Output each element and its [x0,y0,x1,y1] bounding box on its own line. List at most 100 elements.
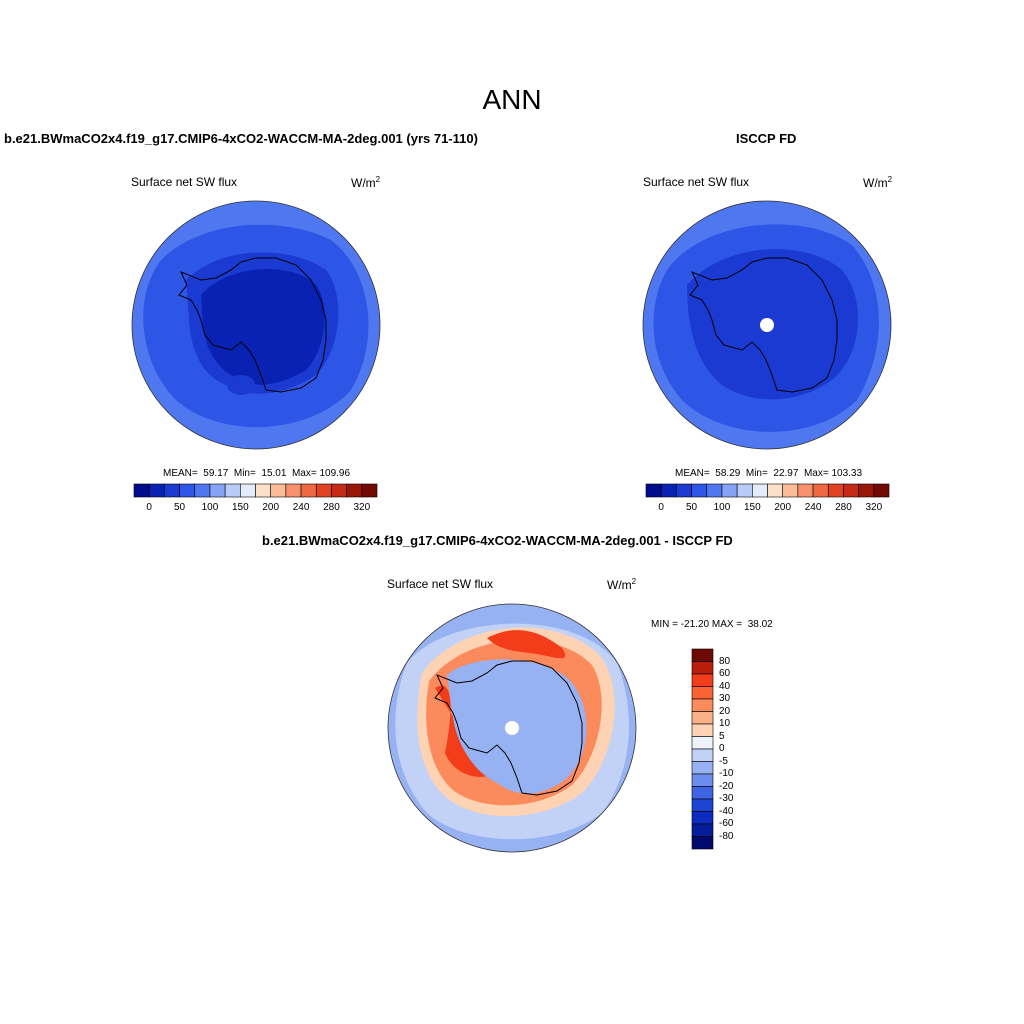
missing-data-pole [505,721,519,735]
panel2-variable-label: Surface net SW flux [643,175,750,189]
colorbar-box-1 [660,483,677,498]
colorbar-box-4 [706,483,723,498]
panel2-colorbar [645,483,890,498]
panel1-stats: MEAN= 59.17 Min= 15.01 Max= 109.96 [163,468,351,479]
diff-colorbar-tick-label: 20 [719,705,731,717]
colorbar-tick-label: 150 [231,502,249,513]
colorbar-box-6 [224,483,241,498]
colorbar-box-13 [331,483,347,498]
panel1-units: W/m2 [351,175,381,190]
antarctica-coastline [178,257,327,393]
panel1-polar-map [131,200,381,450]
panel2-polar-map [642,200,892,450]
panel3-units: W/m2 [607,577,637,592]
colorbar-tick-label: 200 [774,502,792,513]
colorbar-tick-label: 320 [353,502,371,513]
panel1-title: b.e21.BWmaCO2x4.f19_g17.CMIP6-4xCO2-WACC… [4,131,478,146]
diff-colorbar-box-12 [691,798,714,812]
colorbar-box-2 [676,483,692,498]
colorbar-box-8 [255,483,271,498]
diff-colorbar-tick-label: -10 [719,768,734,779]
colorbar-box-10 [797,483,814,498]
ice-core-field [201,268,325,385]
diff-colorbar-box-4 [691,698,714,712]
diff-colorbar-tick-label: 0 [719,743,725,754]
colorbar-tick-label: 280 [835,502,852,513]
missing-data-pole [760,318,774,332]
colorbar-box-14 [346,483,363,498]
colorbar-box-6 [736,483,753,498]
main-title: ANN [482,84,542,115]
panel3-title: b.e21.BWmaCO2x4.f19_g17.CMIP6-4xCO2-WACC… [262,533,733,548]
panel2-stats: MEAN= 58.29 Min= 22.97 Max= 103.33 [675,468,863,479]
colorbar-box-3 [179,483,196,498]
colorbar-box-2 [164,483,180,498]
panel1-colorbar-labels: 0 50 100 150 200 240 280 320 [134,502,377,514]
colorbar-box-7 [240,483,256,498]
colorbar-tick-label: 50 [174,502,186,513]
colorbar-box-9 [270,483,287,498]
diff-colorbar-box-5 [691,711,714,725]
colorbar-tick-label: 0 [146,502,152,513]
colorbar-box-8 [767,483,783,498]
colorbar-box-10 [285,483,302,498]
ice-core-field [712,265,839,387]
diff-colorbar-tick-label: -40 [719,805,734,817]
colorbar-box-13 [843,483,859,498]
diff-colorbar-tick-label: 30 [719,693,731,704]
colorbar-box-4 [194,483,211,498]
colorbar-tick-label: 200 [262,502,280,513]
panel2-colorbar-labels: 0 50 100 150 200 240 280 320 [646,502,889,514]
colorbar-box-1 [148,483,165,498]
panel1-colorbar [133,483,378,498]
colorbar-box-11 [812,483,829,498]
diff-colorbar-box-8 [691,748,714,762]
diff-colorbar-tick-label: 10 [719,718,731,729]
colorbar-box-0 [645,483,662,498]
colorbar-tick-label: 100 [713,502,731,513]
ross-sea-tongue [227,375,255,395]
colorbar-tick-label: 100 [201,502,219,513]
colorbar-box-5 [721,483,738,498]
diff-ring-dark-north [487,630,566,659]
colorbar-box-5 [209,483,226,498]
antarctica-coastline [434,660,583,796]
diff-colorbar-tick-label: -30 [719,793,734,804]
diff-colorbar-tick-label: -20 [719,780,734,792]
colorbar-tick-label: 150 [743,502,761,513]
panel3-colorbar [691,648,714,850]
colorbar-tick-label: 50 [686,502,698,513]
colorbar-tick-label: 280 [323,502,340,513]
panel2-title: ISCCP FD [736,131,797,146]
colorbar-tick-label: 240 [292,502,310,513]
diff-colorbar-box-13 [691,811,714,825]
diff-colorbar-box-14 [691,823,714,837]
diff-colorbar-tick-label: 60 [719,668,731,679]
diff-colorbar-tick-label: -60 [719,818,734,829]
colorbar-box-9 [782,483,799,498]
diff-colorbar-box-3 [691,686,714,700]
colorbar-tick-label: 320 [865,502,883,513]
diff-colorbar-box-7 [691,736,714,750]
colorbar-box-12 [827,483,844,498]
panel3-stats: MIN = -21.20 MAX = 38.02 [651,619,773,630]
diff-colorbar-box-15 [691,836,714,850]
diff-colorbar-box-2 [691,673,714,687]
diff-colorbar-box-10 [691,773,714,787]
colorbar-box-11 [300,483,317,498]
antarctica-coastline [689,257,838,393]
colorbar-box-3 [691,483,708,498]
panel3-colorbar-labels: 80 60 40 30 20 10 5 0 -5 -10 -20 -30 -40 -60 -80 [719,649,759,849]
diff-colorbar-tick-label: 80 [719,655,731,667]
colorbar-box-7 [752,483,768,498]
colorbar-box-15 [873,483,890,498]
diff-colorbar-box-1 [691,661,714,675]
diff-colorbar-tick-label: 5 [719,730,725,742]
panel3-variable-label: Surface net SW flux [387,577,494,591]
colorbar-box-14 [858,483,875,498]
colorbar-box-12 [315,483,332,498]
panel2-units: W/m2 [863,175,893,190]
panel1-variable-label: Surface net SW flux [131,175,238,189]
colorbar-box-15 [361,483,378,498]
diff-colorbar-box-11 [691,786,714,800]
